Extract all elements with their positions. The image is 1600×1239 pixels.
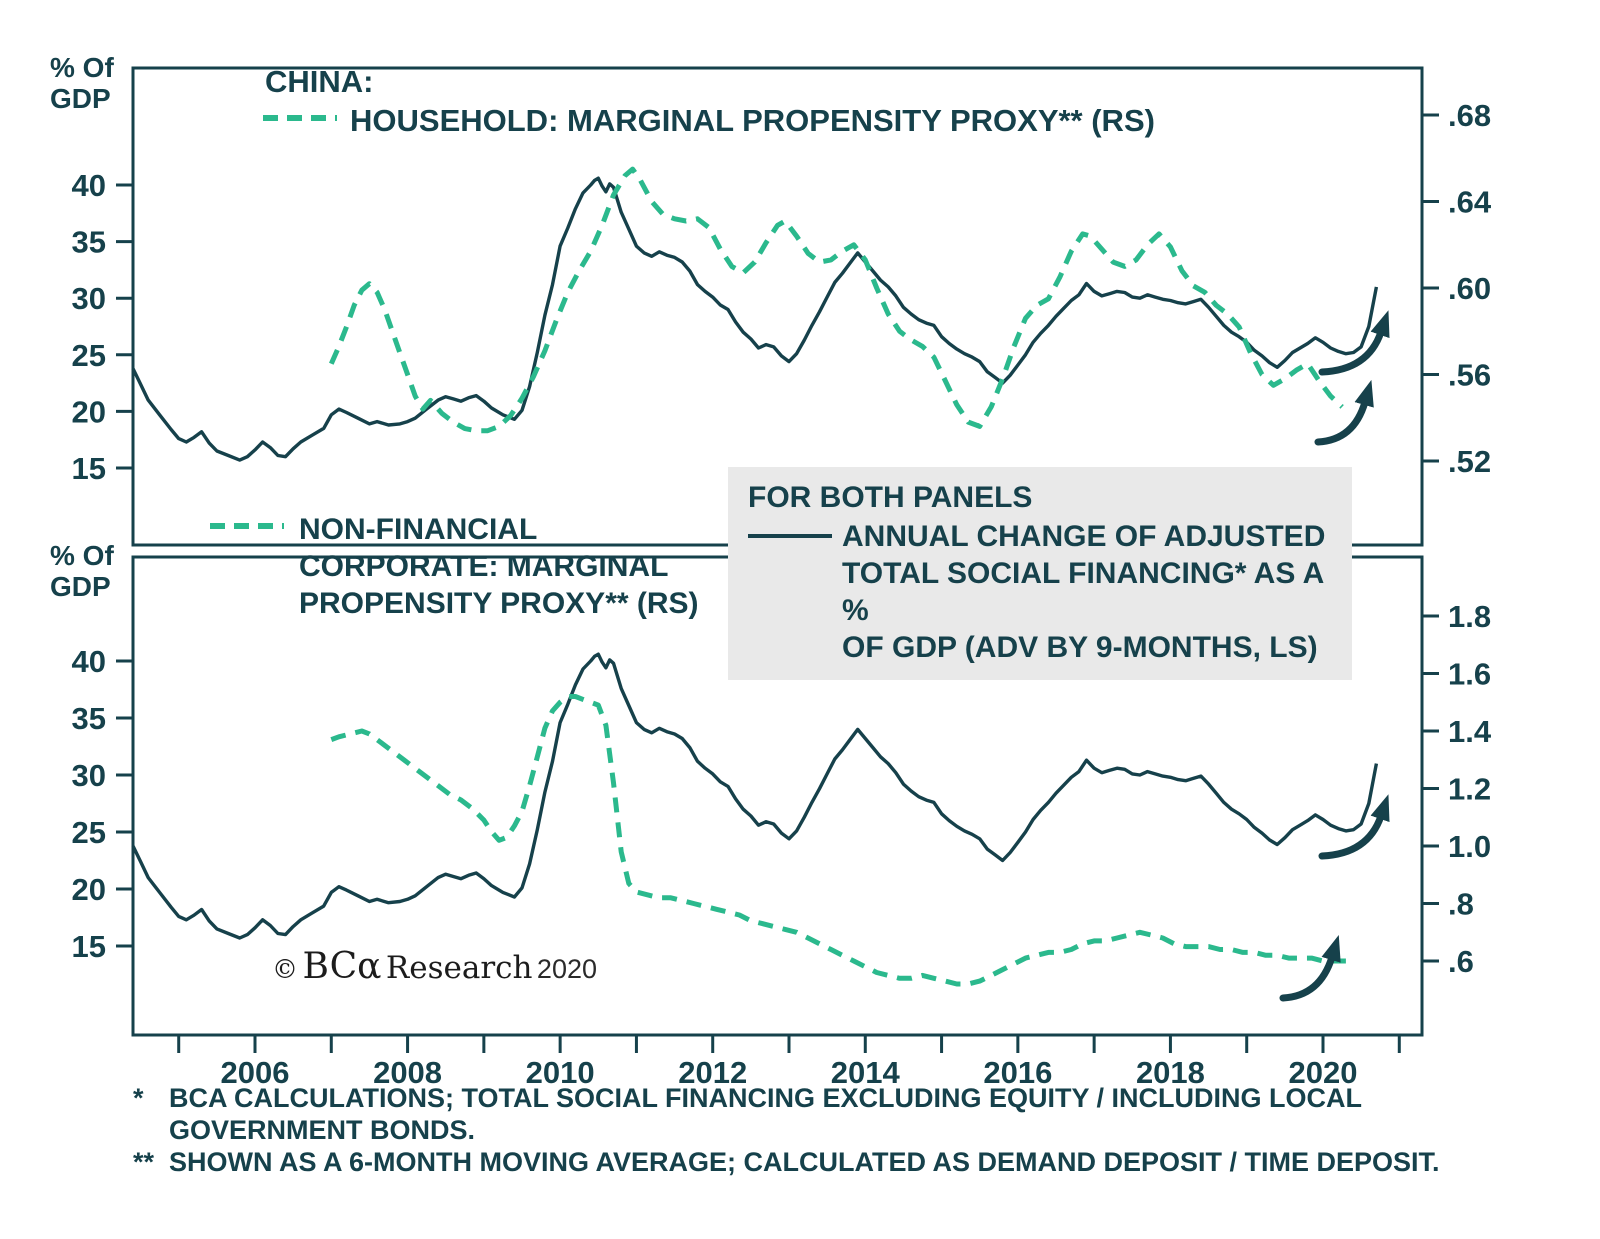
footnote-2-text: SHOWN AS A 6-MONTH MOVING AVERAGE; CALCU… [169,1147,1440,1177]
footnote-1-marker: * [133,1083,144,1113]
axis-tick-label: 2018 [1136,1055,1205,1090]
household-series-line [329,166,1344,434]
axis-tick-label: 1.8 [1448,599,1491,634]
legend-tsf-line-3: OF GDP (ADV BY 9-MONTHS, LS) [842,631,1318,664]
corporate-dashed-line-sample [210,523,284,529]
axis-tick-label: .8 [1448,887,1474,922]
axis-tick-label: 15 [72,451,106,486]
footnote-2: ** SHOWN AS A 6-MONTH MOVING AVERAGE; CA… [133,1146,1493,1178]
household-dashed-line-sample [263,115,337,121]
axis-tick-label: 2010 [526,1055,595,1090]
corporate-panel: 40 35 30 25 20 15 1.8 1.6 1.4 1.2 1.0 .8 .6 2006 2008 2… [72,555,1492,1090]
axis-tick-label: 35 [72,225,106,260]
tsf-series-line [131,652,1379,940]
axis-tick-label: 30 [72,281,106,316]
footnote-1-line-1: BCA CALCULATIONS; TOTAL SOCIAL FINANCING… [169,1083,1362,1113]
trend-arrow [1318,794,1390,860]
legend-household: HOUSEHOLD: MARGINAL PROPENSITY PROXY** (… [263,102,1155,139]
unit-line-1: % Of [50,540,114,571]
copyright-word: Research [385,950,533,986]
axis-tick-label: 15 [72,929,106,964]
axis-tick-label: 2006 [221,1055,290,1090]
unit-line-1: % Of [50,52,114,83]
axis-tick-label: 25 [72,338,106,373]
legend-household-label: HOUSEHOLD: MARGINAL PROPENSITY PROXY** (… [350,103,1155,138]
legend-both-panels-box: FOR BOTH PANELS ANNUAL CHANGE OF ADJUSTE… [728,467,1352,680]
axis-tick-label: .60 [1448,271,1491,306]
axis-tick-label: 2016 [983,1055,1052,1090]
left-axis-unit-bottom: % Of GDP [50,540,114,602]
legend-tsf-line-2: TOTAL SOCIAL FINANCING* AS A % [842,557,1324,627]
trend-arrow [1279,935,1341,1002]
axis-tick-label: 2008 [373,1055,442,1090]
legend-corporate-line-3: PROPENSITY PROXY** (RS) [299,587,699,620]
chart-title-china: CHINA: [265,64,374,99]
legend-corporate-line-1: NON-FINANCIAL [299,513,538,546]
copyright-year: 2020 [536,954,597,984]
tsf-series-line [131,176,1379,462]
copyright: © BCα Research 2020 [272,946,597,987]
axis-tick-label: .52 [1448,444,1491,479]
unit-line-2: GDP [50,571,111,602]
both-panels-title: FOR BOTH PANELS [748,481,1033,514]
axis-tick-label: 25 [72,815,106,850]
axis-tick-label: 40 [72,644,106,679]
axis-tick-label: 1.0 [1448,829,1491,864]
axis-tick-label: .64 [1448,185,1492,220]
axis-tick-label: 1.2 [1448,772,1491,807]
axis-tick-label: 1.4 [1448,714,1492,749]
unit-line-2: GDP [50,83,111,114]
axis-tick-label: 2012 [678,1055,747,1090]
axis-tick-label: .68 [1448,98,1491,133]
axis-tick-label: .6 [1448,944,1474,979]
footnote-2-marker: ** [133,1147,155,1177]
axis-tick-label: .56 [1448,358,1491,393]
axis-tick-label: 20 [72,872,106,907]
trend-arrow [1318,310,1390,376]
legend-corporate-line-2: CORPORATE: MARGINAL [299,550,669,583]
axis-tick-label: 30 [72,758,106,793]
legend-corporate: NON-FINANCIAL CORPORATE: MARGINAL PROPEN… [210,511,699,622]
copyright-symbol: © [272,955,298,985]
axis-tick-label: 2020 [1289,1055,1358,1090]
footnote-1-line-2: GOVERNMENT BONDS. [169,1115,476,1145]
copyright-brand: BCα [302,946,382,987]
axis-tick-label: 40 [72,168,106,203]
axis-tick-label: 1.6 [1448,657,1491,692]
axis-tick-label: 35 [72,701,106,736]
legend-tsf-line-1: ANNUAL CHANGE OF ADJUSTED [842,520,1326,553]
axis-tick-label: 20 [72,394,106,429]
tsf-solid-line-sample [748,534,832,538]
corporate-series-line [330,694,1346,987]
footnotes: * BCA CALCULATIONS; TOTAL SOCIAL FINANCI… [133,1082,1493,1178]
axis-tick-label: 2014 [831,1055,901,1090]
trend-arrow [1314,379,1374,446]
left-axis-unit-top: % Of GDP [50,52,114,114]
footnote-1: * BCA CALCULATIONS; TOTAL SOCIAL FINANCI… [133,1082,1493,1146]
